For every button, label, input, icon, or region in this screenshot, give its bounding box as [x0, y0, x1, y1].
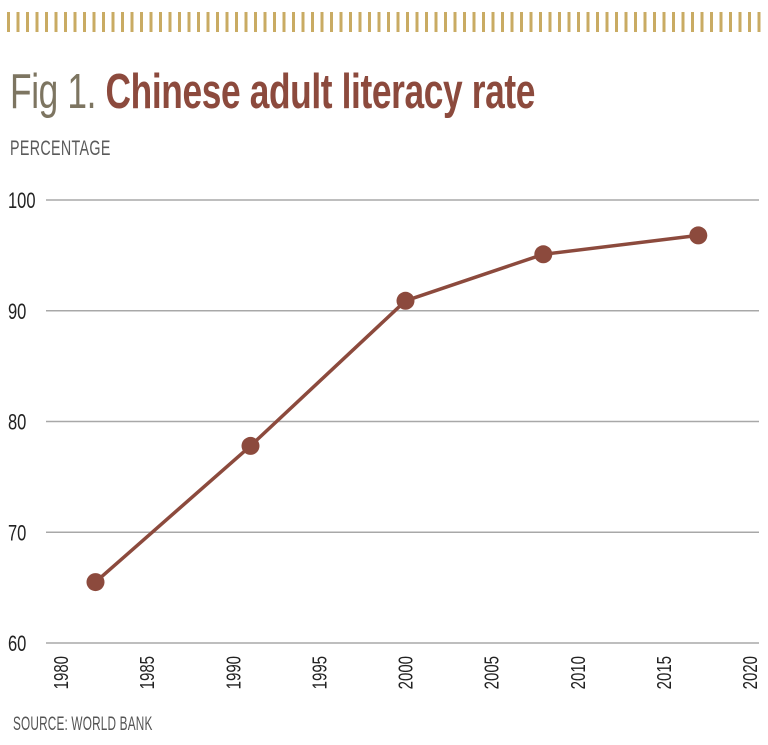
x-tick-label: 1980	[50, 656, 73, 689]
y-axis-label: PERCENTAGE	[10, 137, 111, 160]
x-tick-label: 2005	[481, 656, 504, 689]
data-point-marker	[689, 226, 708, 245]
x-tick-label: 1985	[136, 656, 159, 689]
y-tick-label: 90	[8, 300, 27, 325]
y-tick-label: 80	[8, 410, 27, 435]
x-axis-ticks: 1980 1985 1990 1995 2000 2005 2010 2015 2020	[50, 656, 762, 689]
figure-number: Fig 1.	[10, 65, 97, 119]
title-text: Chinese adult literacy rate	[105, 65, 536, 119]
x-tick-label: 2020	[739, 656, 762, 689]
x-tick-label: 1995	[308, 656, 331, 689]
y-tick-label: 60	[8, 632, 27, 657]
data-point-marker	[396, 291, 415, 310]
y-axis-ticks: 60 70 80 90 100	[8, 189, 36, 657]
x-tick-label: 1990	[222, 656, 245, 689]
y-tick-label: 70	[8, 521, 27, 546]
data-point-marker	[86, 573, 105, 592]
source-note: SOURCE: WORLD BANK	[13, 714, 153, 735]
series-line	[94, 233, 699, 584]
data-point-marker	[534, 245, 553, 264]
chart-title: Fig 1. Chinese adult literacy rate	[10, 62, 535, 122]
data-series	[86, 226, 708, 592]
gridlines	[46, 199, 759, 644]
x-tick-label: 2015	[653, 656, 676, 689]
data-point-marker	[241, 436, 260, 455]
y-tick-label: 100	[8, 189, 36, 214]
x-tick-label: 2000	[394, 656, 417, 689]
decorative-stripe-band	[7, 12, 761, 32]
x-tick-label: 2010	[567, 656, 590, 689]
